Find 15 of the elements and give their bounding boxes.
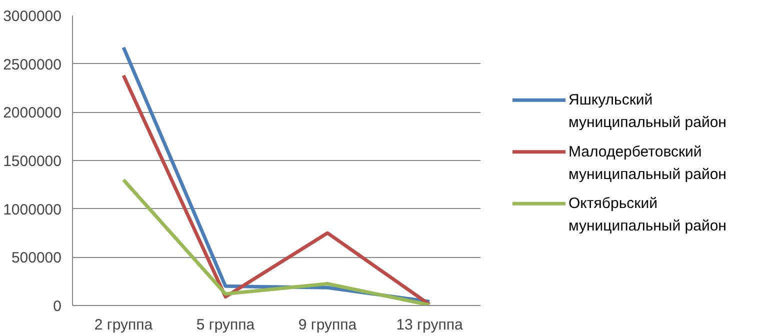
x-tick-label: 2 группа (94, 316, 154, 334)
y-tick-label: 500000 (11, 250, 62, 267)
x-tick-label: 9 группа (298, 316, 358, 334)
legend-label: Яшкульский муниципальный район (568, 92, 726, 132)
y-tick-label: 2000000 (3, 104, 62, 122)
y-tick-label: 1000000 (3, 201, 62, 218)
x-tick-label: 5 группа (196, 316, 256, 334)
y-tick-label: 3000000 (3, 8, 62, 25)
y-tick-label: 2500000 (3, 56, 62, 74)
legend-label: Октябрьский муниципальный район (568, 195, 726, 235)
legend-label: Малодербетовский муниципальный район (568, 143, 726, 183)
line-series (122, 178, 432, 306)
y-tick-label: 0 (53, 298, 62, 315)
y-tick-label: 1500000 (3, 153, 62, 170)
x-tick-label: 13 группа (396, 316, 464, 334)
